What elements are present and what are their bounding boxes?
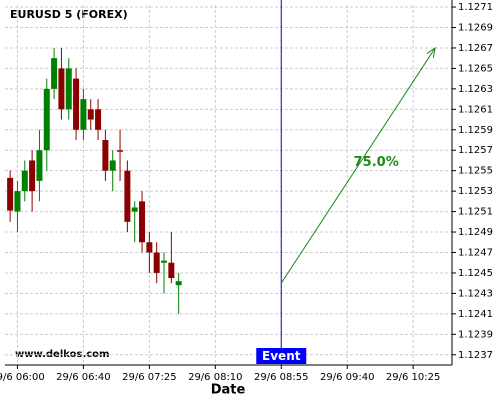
y-tick-label: 1.1257 xyxy=(458,145,493,156)
candle-body xyxy=(87,109,94,120)
candle-body xyxy=(139,201,146,243)
candle-body xyxy=(80,99,87,130)
y-tick-label: 1.1239 xyxy=(458,329,493,340)
x-tick-label: 29/6 09:40 xyxy=(320,372,374,383)
candle-body xyxy=(95,109,102,130)
candle-body xyxy=(58,68,65,110)
candle-body xyxy=(102,140,109,171)
candle-body xyxy=(51,58,58,89)
y-tick-label: 1.1247 xyxy=(458,248,493,259)
arrow-head xyxy=(426,46,436,58)
y-tick-label: 1.1251 xyxy=(458,207,493,218)
x-tick-label: 29/6 07:25 xyxy=(122,372,176,383)
candle-body xyxy=(29,160,36,192)
chart-title: EURUSD 5 (FOREX) xyxy=(10,8,128,21)
y-tick-label: 1.1259 xyxy=(458,125,493,136)
forecast-arrow xyxy=(280,47,436,284)
candle-body xyxy=(153,252,160,273)
y-tick-label: 1.1271 xyxy=(458,2,493,13)
y-tick-label: 1.1253 xyxy=(458,186,493,197)
candle-body xyxy=(73,78,80,130)
event-label-box xyxy=(256,348,307,364)
candle-body xyxy=(65,68,72,110)
y-tick-label: 1.1261 xyxy=(458,104,493,115)
event-label: Event xyxy=(262,349,301,363)
y-tick-label: 1.1241 xyxy=(458,309,493,320)
forecast-label: 75.0% xyxy=(354,155,399,170)
candle-body xyxy=(168,262,175,279)
x-tick-label: 29/6 10:25 xyxy=(386,372,440,383)
y-tick-label: 1.1265 xyxy=(458,63,493,74)
x-axis-label: Date xyxy=(211,383,246,398)
x-tick-label: 29/6 08:10 xyxy=(188,372,242,383)
x-tick-label: 29/6 08:55 xyxy=(254,372,308,383)
candle-body xyxy=(21,170,28,192)
x-tick-label: 29/6 06:40 xyxy=(56,372,110,383)
y-tick-label: 1.1249 xyxy=(458,227,493,238)
y-tick-label: 1.1237 xyxy=(458,350,493,361)
candle-body xyxy=(14,191,21,212)
candle-body xyxy=(124,170,131,222)
candle-body xyxy=(131,207,138,212)
y-tick-label: 1.1269 xyxy=(458,23,493,34)
candle-body xyxy=(36,150,43,181)
y-tick-label: 1.1263 xyxy=(458,84,493,95)
candle-body xyxy=(175,281,182,286)
candle-body xyxy=(109,160,116,171)
y-tick-label: 1.1255 xyxy=(458,166,493,177)
candle-body xyxy=(117,150,124,152)
candle-body xyxy=(161,260,168,263)
candle-body xyxy=(43,88,50,151)
x-tick-label: 29/6 06:00 xyxy=(0,372,45,383)
candle-body xyxy=(146,242,153,253)
y-tick-label: 1.1243 xyxy=(458,288,493,299)
y-tick-label: 1.1245 xyxy=(458,268,493,279)
y-tick-label: 1.1267 xyxy=(458,43,493,54)
candle-body xyxy=(7,177,14,211)
